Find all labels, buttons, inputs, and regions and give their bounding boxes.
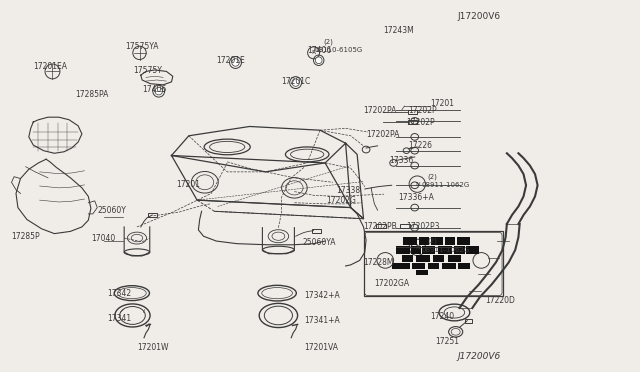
Text: 17342+A: 17342+A	[304, 291, 340, 300]
Text: 17285PA: 17285PA	[76, 90, 109, 99]
Bar	[396, 246, 410, 254]
Text: 17201: 17201	[176, 180, 200, 189]
Bar	[419, 237, 429, 245]
Circle shape	[232, 59, 239, 66]
Text: (2): (2)	[428, 173, 437, 180]
Bar	[364, 231, 503, 296]
Text: 17201VA: 17201VA	[304, 343, 338, 352]
Text: 17243M: 17243M	[383, 26, 413, 35]
Text: (2): (2)	[323, 38, 333, 45]
Text: 17202P3: 17202P3	[406, 222, 440, 231]
Bar	[416, 270, 428, 275]
Text: 17202PA: 17202PA	[366, 130, 399, 139]
Text: 17040: 17040	[92, 234, 116, 243]
Text: 17202P: 17202P	[406, 118, 435, 126]
Text: 17220D: 17220D	[485, 296, 515, 305]
Text: 17202P: 17202P	[408, 106, 437, 115]
Text: 17202PB: 17202PB	[364, 222, 397, 231]
Bar	[433, 255, 444, 262]
Text: (2): (2)	[428, 238, 437, 244]
Text: J17200V6: J17200V6	[457, 352, 500, 361]
Circle shape	[155, 87, 163, 95]
Bar	[448, 255, 461, 262]
Text: 17575Y: 17575Y	[133, 66, 162, 75]
Bar	[422, 246, 435, 254]
Bar	[445, 237, 455, 245]
Text: 25060Y: 25060Y	[97, 206, 126, 215]
Text: 17341: 17341	[108, 314, 132, 323]
Text: 17285P: 17285P	[12, 232, 40, 241]
Text: 17406: 17406	[142, 85, 166, 94]
Text: 08110-6105G: 08110-6105G	[315, 47, 363, 53]
Text: 17341+A: 17341+A	[304, 316, 340, 325]
Text: 17202G: 17202G	[326, 196, 356, 205]
Text: 17406: 17406	[307, 46, 332, 55]
Bar	[458, 263, 470, 269]
Bar	[431, 237, 443, 245]
Text: 17251: 17251	[435, 337, 459, 346]
Bar	[412, 263, 425, 269]
Text: 17336+A: 17336+A	[398, 193, 434, 202]
Circle shape	[292, 79, 300, 86]
Text: 17202PA: 17202PA	[364, 106, 397, 115]
Text: R: R	[312, 50, 316, 55]
Text: 17338: 17338	[336, 186, 360, 195]
Text: 08911-1062G: 08911-1062G	[421, 247, 469, 253]
Text: 17226: 17226	[408, 141, 433, 150]
Text: 17202GA: 17202GA	[374, 279, 410, 288]
Bar	[392, 263, 410, 269]
Bar	[400, 224, 410, 228]
Bar	[428, 263, 439, 269]
Bar	[411, 246, 421, 254]
Bar	[312, 229, 321, 232]
Text: 17201W: 17201W	[138, 343, 169, 352]
Text: 17342: 17342	[108, 289, 132, 298]
Bar	[148, 213, 157, 217]
Text: 17201C: 17201C	[282, 77, 311, 86]
Bar	[457, 237, 470, 245]
Bar	[408, 120, 417, 124]
Text: 17201EA: 17201EA	[33, 62, 67, 71]
Text: 08911-1062G: 08911-1062G	[421, 182, 469, 188]
Text: 17240: 17240	[430, 312, 454, 321]
Text: N: N	[415, 245, 420, 250]
Bar	[416, 255, 430, 262]
Bar	[376, 224, 386, 228]
Text: 17201: 17201	[430, 99, 454, 108]
Bar	[408, 110, 417, 114]
Bar	[465, 319, 472, 323]
Text: 17336: 17336	[389, 156, 413, 165]
Bar	[438, 246, 452, 254]
Bar	[402, 255, 413, 262]
Bar	[466, 246, 479, 254]
Text: J17200V6: J17200V6	[458, 12, 500, 21]
Text: 25060YA: 25060YA	[302, 238, 335, 247]
Text: 17575YA: 17575YA	[125, 42, 159, 51]
Text: 17201E: 17201E	[216, 56, 245, 65]
Bar	[403, 237, 417, 245]
Text: N: N	[415, 182, 420, 187]
Circle shape	[316, 57, 322, 64]
Bar	[454, 246, 465, 254]
Text: 17228M: 17228M	[364, 258, 394, 267]
Bar	[442, 263, 456, 269]
